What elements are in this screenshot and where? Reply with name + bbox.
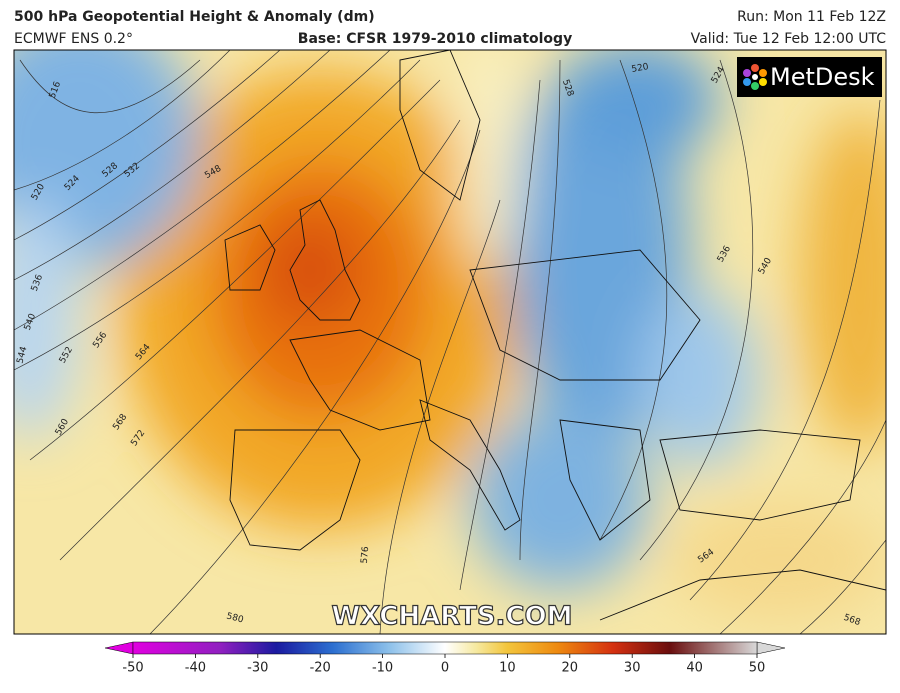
valid-time: Valid: Tue 12 Feb 12:00 UTC	[691, 31, 887, 47]
model-name: ECMWF ENS 0.2°	[14, 31, 133, 47]
colorbar-tick-label: -30	[247, 661, 268, 676]
colorbar-tick-label: 50	[749, 661, 766, 676]
colorbar-tick-label: -20	[310, 661, 331, 676]
colorbar: -50 -40 -30 -20 -10 0 10 20 30 40 50	[104, 641, 786, 676]
colorbar-tick-label: -10	[372, 661, 393, 676]
map-frame	[13, 49, 887, 635]
colorbar-tick-label: 40	[686, 661, 703, 676]
colorbar-tick-label: -40	[185, 661, 206, 676]
contour-label: 544	[15, 345, 29, 364]
watermark: WXCHARTS.COM	[331, 602, 572, 632]
climatology-base: Base: CFSR 1979-2010 climatology	[298, 31, 572, 47]
run-time: Run: Mon 11 Feb 12Z	[737, 9, 886, 25]
colorbar-tick-label: 30	[624, 661, 641, 676]
colorbar-tick-label: 10	[499, 661, 516, 676]
contours	[14, 50, 886, 634]
colorbar-tick-label: -50	[122, 661, 143, 676]
colorbar-tick-label: 20	[562, 661, 579, 676]
contour-label: 580	[225, 611, 244, 625]
contour-label: 520	[631, 62, 650, 75]
coastlines	[224, 50, 886, 621]
contour-label: 576	[360, 546, 371, 564]
map-title: 500 hPa Geopotential Height & Anomaly (d…	[14, 9, 375, 25]
logo-box	[737, 57, 882, 97]
colorbar-tick-label: 0	[441, 661, 449, 676]
logo-text: MetDesk	[770, 63, 875, 91]
logo-icon	[743, 64, 767, 90]
